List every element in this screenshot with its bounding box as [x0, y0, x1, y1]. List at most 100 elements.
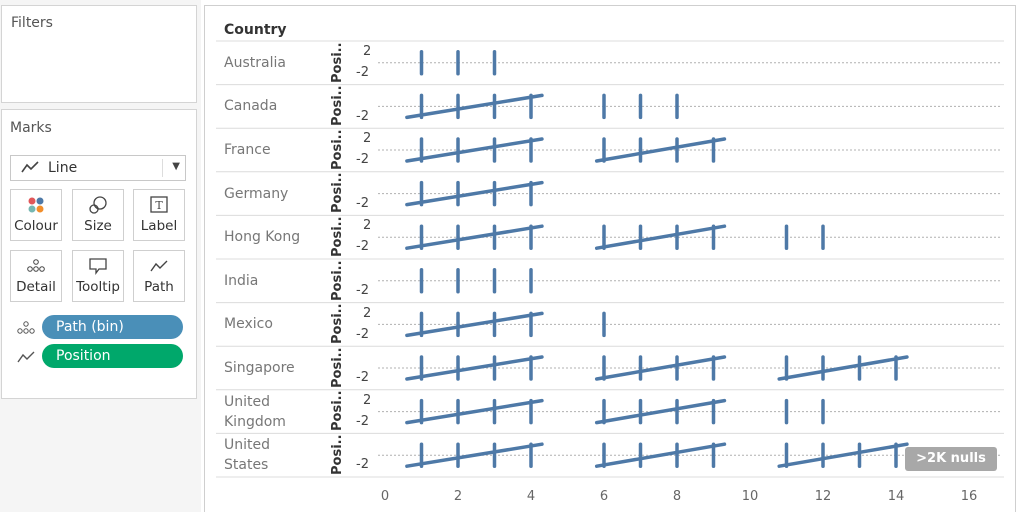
filters-card[interactable]: Filters	[1, 5, 197, 103]
path-line[interactable]	[777, 442, 909, 468]
country-label[interactable]: Mexico	[224, 314, 329, 334]
y-tick-label: 2	[363, 305, 372, 321]
path-line[interactable]	[594, 355, 727, 381]
path-line[interactable]	[777, 355, 909, 381]
chevron-down-icon: ▼	[172, 161, 180, 172]
mark-type-dropdown[interactable]: Line ▼	[10, 155, 186, 181]
y-tick-label: -2	[356, 195, 369, 211]
country-label[interactable]: Hong Kong	[224, 227, 329, 247]
tooltip-label: Tooltip	[76, 279, 120, 295]
path-line[interactable]	[594, 224, 727, 250]
country-label-line: Kingdom	[224, 413, 286, 430]
country-label-line: United	[224, 437, 270, 454]
y-axis-title[interactable]: Posi..	[330, 434, 345, 475]
label-icon: T	[134, 195, 184, 217]
size-button[interactable]: Size	[72, 189, 124, 241]
path-line[interactable]	[405, 137, 544, 163]
y-tick-label: 2	[363, 131, 372, 147]
position-pill[interactable]: Position	[42, 344, 183, 368]
y-tick-label: -2	[356, 239, 369, 255]
y-axis-title[interactable]: Posi..	[330, 260, 345, 301]
y-tick-label: -2	[356, 457, 369, 473]
path-line[interactable]	[405, 311, 544, 338]
y-tick-label: -2	[356, 152, 369, 168]
country-label[interactable]: Canada	[224, 96, 329, 116]
colour-button[interactable]: Colour	[10, 189, 62, 241]
country-label[interactable]: Singapore	[224, 358, 329, 378]
x-tick-label: 0	[380, 489, 390, 504]
y-axis-title[interactable]: Posi..	[330, 129, 345, 170]
path-line[interactable]	[594, 398, 727, 425]
y-tick-label: 2	[363, 218, 372, 234]
y-axis-title[interactable]: Posi..	[330, 85, 345, 127]
y-tick-label: -2	[356, 108, 369, 124]
colour-label: Colour	[14, 218, 58, 234]
path-icon	[16, 349, 36, 368]
x-tick-label: 16	[960, 489, 978, 504]
path-icon	[134, 256, 184, 278]
null-indicator-badge[interactable]: >2K nulls	[905, 447, 997, 471]
x-tick-label: 2	[453, 489, 463, 504]
y-tick-label: -2	[356, 65, 369, 80]
x-tick-label: 14	[887, 489, 905, 504]
detail-label: Detail	[16, 279, 56, 295]
y-axis-title[interactable]: Posi..	[330, 303, 345, 345]
path-button[interactable]: Path	[133, 250, 185, 302]
svg-text:T: T	[155, 199, 163, 212]
x-tick-label: 6	[599, 489, 609, 504]
country-label-line: Canada	[224, 98, 278, 115]
y-tick-label: -2	[356, 326, 369, 342]
y-axis-title[interactable]: Posi..	[330, 216, 345, 257]
country-label[interactable]: France	[224, 140, 329, 160]
tooltip-icon	[73, 256, 123, 278]
path-line[interactable]	[405, 355, 544, 381]
detail-button[interactable]: Detail	[10, 250, 62, 302]
country-label[interactable]: United Kingdom	[224, 392, 329, 432]
tooltip-button[interactable]: Tooltip	[72, 250, 124, 302]
y-tick-label: -2	[356, 370, 369, 386]
path-line[interactable]	[405, 398, 544, 425]
line-mark-icon	[21, 160, 39, 178]
y-axis-title[interactable]: Posi..	[330, 172, 345, 214]
path-bin-pill[interactable]: Path (bin)	[42, 315, 183, 339]
y-tick-label: 2	[363, 44, 372, 59]
path-line[interactable]	[405, 442, 544, 468]
path-line[interactable]	[405, 224, 544, 250]
y-axis-title[interactable]: Posi..	[330, 347, 345, 388]
y-tick-label: -2	[356, 283, 369, 298]
label-button[interactable]: T Label	[133, 189, 185, 241]
country-label-line: Hong Kong	[224, 229, 301, 246]
x-tick-label: 10	[741, 489, 759, 504]
country-label[interactable]: Australia	[224, 53, 329, 73]
path-line[interactable]	[405, 180, 544, 207]
country-label-line: Mexico	[224, 316, 273, 333]
filters-title: Filters	[11, 15, 53, 31]
path-line[interactable]	[594, 442, 727, 468]
y-tick-label: -2	[356, 413, 369, 429]
country-label-line: United	[224, 393, 270, 410]
detail-icon	[11, 256, 61, 278]
country-label-line: India	[224, 272, 259, 289]
x-tick-label: 4	[526, 489, 536, 504]
country-label-line: France	[224, 142, 271, 158]
country-label-line: Germany	[224, 185, 289, 202]
size-label: Size	[84, 218, 112, 234]
country-label-line: Singapore	[224, 360, 295, 376]
path-line[interactable]	[405, 93, 544, 120]
marks-title: Marks	[10, 120, 52, 136]
country-label-line: States	[224, 457, 269, 474]
country-label[interactable]: United States	[224, 435, 329, 475]
mark-type-label: Line	[48, 160, 78, 176]
detail-icon	[16, 320, 36, 339]
y-tick-label: 2	[363, 392, 372, 408]
y-axis-title[interactable]: Posi..	[330, 390, 345, 432]
y-axis-title[interactable]: Posi..	[330, 42, 345, 83]
country-label[interactable]: India	[224, 271, 329, 291]
path-label: Path	[144, 279, 174, 295]
country-label[interactable]: Germany	[224, 184, 329, 204]
country-header[interactable]: Country	[224, 22, 287, 38]
path-line[interactable]	[594, 137, 727, 163]
country-label-line: Australia	[224, 54, 286, 71]
colour-icon	[11, 195, 61, 217]
